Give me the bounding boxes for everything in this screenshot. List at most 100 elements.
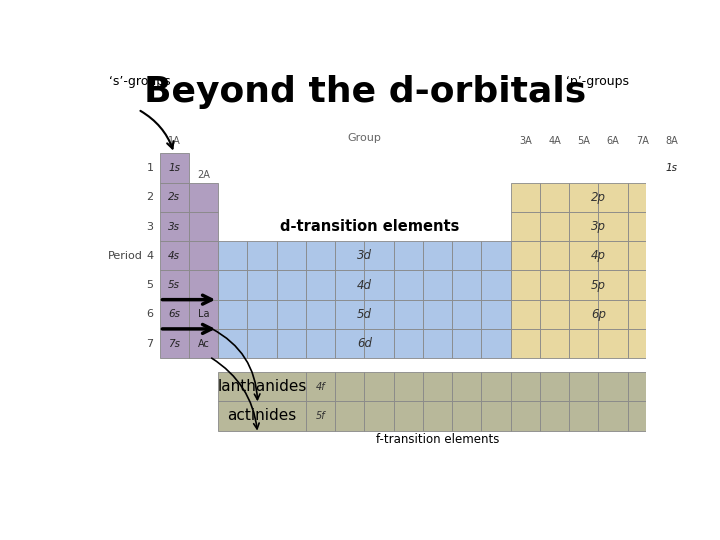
Bar (160, 153, 189, 183)
Text: 3A: 3A (519, 136, 531, 146)
Bar (218, 300, 248, 329)
Bar (276, 241, 306, 271)
Bar (248, 271, 276, 300)
Bar (570, 183, 598, 212)
Bar (335, 329, 364, 358)
Bar (364, 271, 394, 300)
Bar (189, 183, 218, 212)
Bar (657, 329, 686, 358)
Text: 1s: 1s (665, 163, 678, 173)
Bar (657, 271, 686, 300)
Bar (482, 372, 510, 401)
Text: 1s: 1s (168, 163, 180, 173)
Text: 3d: 3d (357, 249, 372, 262)
Bar (540, 271, 570, 300)
Bar (364, 329, 394, 358)
Text: 4f: 4f (315, 382, 325, 392)
Bar (160, 329, 189, 358)
Bar (276, 300, 306, 329)
Text: 5A: 5A (577, 136, 590, 146)
Text: 4A: 4A (548, 136, 561, 146)
Bar (540, 329, 570, 358)
Bar (657, 300, 686, 329)
Bar (657, 153, 686, 183)
Text: 3s: 3s (168, 221, 180, 232)
Bar (598, 212, 628, 241)
Bar (657, 183, 686, 212)
Bar (540, 212, 570, 241)
Bar (540, 183, 570, 212)
Bar (306, 241, 335, 271)
Bar (394, 401, 423, 430)
Text: 4: 4 (146, 251, 153, 261)
Bar (218, 372, 306, 401)
Text: 7: 7 (146, 339, 153, 348)
Bar (482, 329, 510, 358)
Text: 5p: 5p (591, 279, 606, 292)
Bar (335, 300, 364, 329)
Text: 2p: 2p (591, 191, 606, 204)
Text: 6d: 6d (357, 337, 372, 350)
Bar (364, 401, 394, 430)
Bar (306, 271, 335, 300)
Bar (335, 372, 364, 401)
Bar (482, 241, 510, 271)
Bar (570, 271, 598, 300)
Bar (423, 300, 452, 329)
Bar (423, 401, 452, 430)
Bar (276, 271, 306, 300)
Bar (189, 271, 218, 300)
Bar (276, 329, 306, 358)
Bar (218, 401, 306, 430)
Text: La: La (198, 309, 210, 319)
Text: 4d: 4d (357, 279, 372, 292)
Text: 2s: 2s (168, 192, 180, 202)
Text: 3: 3 (146, 221, 153, 232)
Bar (452, 271, 482, 300)
Bar (394, 241, 423, 271)
Bar (189, 329, 218, 358)
Bar (364, 372, 394, 401)
Bar (218, 329, 248, 358)
Text: 7A: 7A (636, 136, 649, 146)
Bar (570, 241, 598, 271)
Text: 5s: 5s (168, 280, 180, 290)
Bar (335, 241, 364, 271)
Bar (335, 271, 364, 300)
Text: 7s: 7s (168, 339, 180, 348)
Bar (628, 241, 657, 271)
Bar (160, 300, 189, 329)
Bar (628, 212, 657, 241)
Bar (570, 401, 598, 430)
Bar (482, 300, 510, 329)
Bar (510, 271, 540, 300)
Text: f-transition elements: f-transition elements (376, 433, 499, 446)
Bar (628, 401, 657, 430)
Bar (160, 183, 189, 212)
Text: Period: Period (108, 251, 143, 261)
Bar (218, 241, 248, 271)
Bar (482, 401, 510, 430)
Bar (510, 212, 540, 241)
Bar (364, 241, 394, 271)
Bar (598, 183, 628, 212)
Bar (540, 241, 570, 271)
Text: Ac: Ac (197, 339, 210, 348)
Bar (628, 271, 657, 300)
Text: ‘p’-groups: ‘p’-groups (566, 75, 629, 88)
Text: Group: Group (348, 132, 382, 143)
Bar (452, 300, 482, 329)
Bar (423, 372, 452, 401)
Bar (510, 329, 540, 358)
Bar (160, 212, 189, 241)
Bar (364, 300, 394, 329)
Bar (394, 300, 423, 329)
Bar (306, 300, 335, 329)
Bar (335, 401, 364, 430)
Bar (657, 241, 686, 271)
Bar (628, 372, 657, 401)
Bar (306, 329, 335, 358)
Bar (218, 271, 248, 300)
Text: ‘s’-groups: ‘s’-groups (109, 75, 171, 88)
Bar (423, 241, 452, 271)
